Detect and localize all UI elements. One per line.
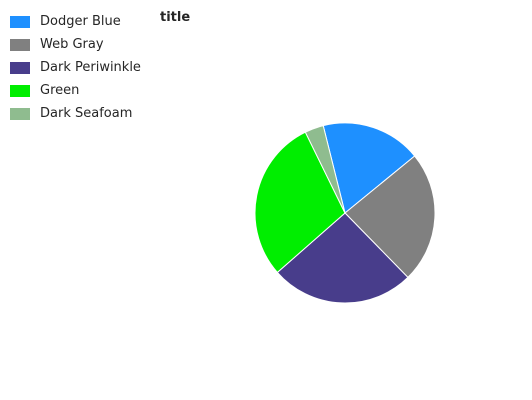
pie-chart bbox=[0, 0, 532, 400]
